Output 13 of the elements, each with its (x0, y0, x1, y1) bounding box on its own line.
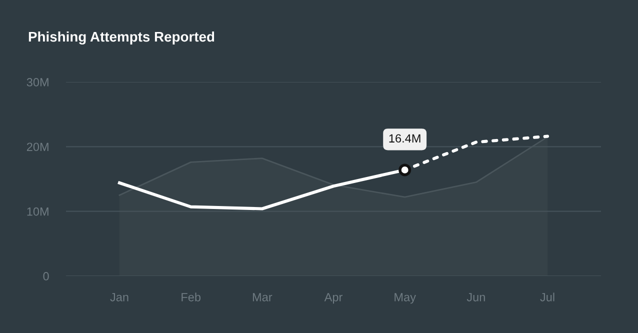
y-tick-label: 20M (26, 142, 48, 152)
chart-title: Phishing Attempts Reported (28, 31, 214, 45)
y-tick-label: 10M (27, 207, 48, 216)
x-tick-label: Mar (252, 293, 272, 302)
x-tick-label: Jan (110, 293, 128, 302)
x-tick-label: Jun (466, 293, 485, 302)
y-tick-label: 30M (26, 78, 48, 86)
x-tick-label: May (394, 293, 416, 304)
y-tick-label: 0 (43, 272, 49, 280)
x-tick-label: Apr (324, 293, 342, 304)
x-tick-label: Feb (182, 292, 201, 302)
x-tick-label: Jul (540, 292, 554, 302)
data-label: 16.4M (389, 134, 420, 143)
